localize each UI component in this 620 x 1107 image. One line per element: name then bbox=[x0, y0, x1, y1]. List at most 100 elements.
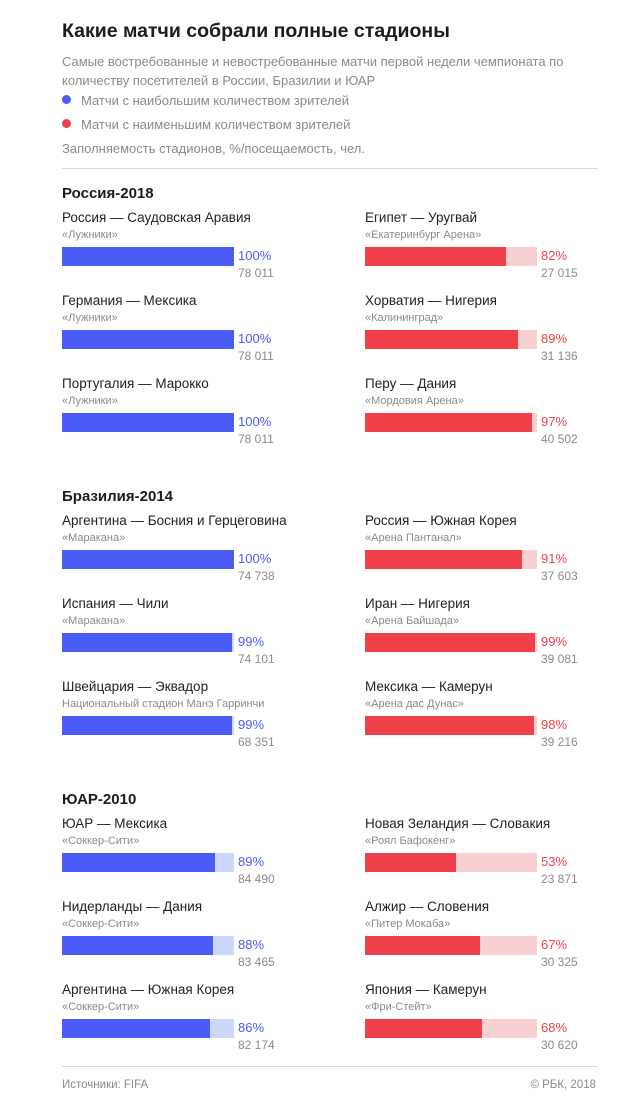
stadium-name: «Питер Мокаба» bbox=[365, 918, 451, 930]
copyright-note: © РБК, 2018 bbox=[530, 1079, 596, 1091]
stadium-name: «Маракана» bbox=[62, 615, 126, 627]
bar-fill bbox=[365, 330, 518, 349]
attendance-label: 78 011 bbox=[238, 432, 274, 446]
bar-track bbox=[365, 413, 537, 432]
match-item: Египет — Уругвай «Екатеринбург Арена» 82% 2… bbox=[365, 210, 605, 290]
stadium-name: «Маракана» bbox=[62, 532, 126, 544]
attendance-label: 84 490 bbox=[238, 872, 275, 886]
match-item: Япония — Камерун «Фри-Стейт» 68% 30 620 bbox=[365, 982, 605, 1062]
percent-label: 99% bbox=[541, 634, 568, 649]
attendance-label: 40 502 bbox=[541, 432, 578, 446]
bar-track bbox=[62, 413, 234, 432]
stadium-name: «Екатеринбург Арена» bbox=[365, 229, 482, 241]
match-name: Россия — Южная Корея bbox=[365, 513, 517, 528]
match-name: Португалия — Марокко bbox=[62, 376, 209, 391]
bar-fill bbox=[62, 330, 234, 349]
stadium-name: «Соккер-Сити» bbox=[62, 918, 140, 930]
attendance-label: 23 871 bbox=[541, 872, 578, 886]
stadium-name: «Роял Бафокенг» bbox=[365, 835, 456, 847]
bar-fill bbox=[62, 1019, 210, 1038]
match-name: Перу — Дания bbox=[365, 376, 457, 391]
bar-track bbox=[62, 853, 234, 872]
chart-title: Какие матчи собрали полные стадионы bbox=[62, 20, 450, 42]
bar-fill bbox=[365, 1019, 482, 1038]
attendance-label: 39 081 bbox=[541, 652, 578, 666]
match-item: Алжир — Словения «Питер Мокаба» 67% 30 325 bbox=[365, 899, 605, 979]
match-name: Япония — Камерун bbox=[365, 982, 487, 997]
attendance-label: 74 738 bbox=[238, 569, 275, 583]
legend-dot-red-icon bbox=[62, 119, 71, 128]
match-name: Испания — Чили bbox=[62, 596, 169, 611]
stadium-name: «Лужники» bbox=[62, 395, 118, 407]
stadium-name: Национальный стадион Манэ Гарринчи bbox=[62, 698, 265, 710]
stadium-name: «Лужники» bbox=[62, 312, 118, 324]
match-item: Швейцария — Эквадор Национальный стадион … bbox=[62, 679, 302, 759]
attendance-label: 30 620 bbox=[541, 1038, 578, 1052]
bar-fill bbox=[365, 936, 480, 955]
match-item: Аргентина — Южная Корея «Соккер-Сити» 86% 8… bbox=[62, 982, 302, 1062]
bar-track bbox=[62, 633, 234, 652]
bar-fill bbox=[365, 853, 456, 872]
attendance-label: 27 015 bbox=[541, 266, 578, 280]
bar-fill bbox=[62, 247, 234, 266]
percent-label: 99% bbox=[238, 717, 265, 732]
match-item: Иран — Нигерия «Арена Байшада» 99% 39 081 bbox=[365, 596, 605, 676]
match-item: Аргентина — Босния и Герцеговина «Маракан… bbox=[62, 513, 302, 593]
match-name: Хорватия — Нигерия bbox=[365, 293, 497, 308]
bottom-divider bbox=[62, 1066, 598, 1067]
bar-fill bbox=[365, 413, 532, 432]
percent-label: 91% bbox=[541, 551, 568, 566]
attendance-label: 37 603 bbox=[541, 569, 578, 583]
bar-fill bbox=[365, 716, 534, 735]
stadium-name: «Арена Байшада» bbox=[365, 615, 460, 627]
attendance-label: 68 351 bbox=[238, 735, 275, 749]
legend-item-most: Матчи с наибольшим количеством зрителей bbox=[62, 93, 349, 108]
chart-subtitle: Самые востребованные и невостребованные … bbox=[62, 54, 564, 88]
bar-track bbox=[365, 247, 537, 266]
match-item: Россия — Саудовская Аравия «Лужники» 100% 7… bbox=[62, 210, 302, 290]
section-title: Россия-2018 bbox=[62, 185, 154, 202]
stadium-name: «Фри-Стейт» bbox=[365, 1001, 432, 1013]
percent-label: 97% bbox=[541, 414, 568, 429]
bar-fill bbox=[62, 853, 215, 872]
bar-track bbox=[365, 330, 537, 349]
percent-label: 89% bbox=[541, 331, 568, 346]
bar-track bbox=[62, 936, 234, 955]
bar-track bbox=[365, 550, 537, 569]
percent-label: 98% bbox=[541, 717, 568, 732]
attendance-label: 31 136 bbox=[541, 349, 578, 363]
match-item: Мексика — Камерун «Арена дас Дунас» 98% 39 … bbox=[365, 679, 605, 759]
match-name: Иран — Нигерия bbox=[365, 596, 470, 611]
bar-track bbox=[365, 1019, 537, 1038]
unit-note: Заполняемость стадионов, %/посещаемость,… bbox=[62, 141, 365, 156]
bar-fill bbox=[365, 550, 522, 569]
legend-label-least: Матчи с наименьшим количеством зрителей bbox=[81, 117, 351, 132]
match-name: Египет — Уругвай bbox=[365, 210, 478, 225]
legend-item-least: Матчи с наименьшим количеством зрителей bbox=[62, 117, 350, 132]
legend-dot-blue-icon bbox=[62, 95, 71, 104]
bar-fill bbox=[62, 633, 232, 652]
percent-label: 100% bbox=[238, 551, 272, 566]
attendance-label: 74 101 bbox=[238, 652, 275, 666]
bar-track bbox=[365, 853, 537, 872]
stadium-name: «Соккер-Сити» bbox=[62, 1001, 140, 1013]
match-name: Россия — Саудовская Аравия bbox=[62, 210, 251, 225]
match-name: Новая Зеландия — Словакия bbox=[365, 816, 551, 831]
match-item: Новая Зеландия — Словакия «Роял Бафокенг»… bbox=[365, 816, 605, 896]
bar-track bbox=[62, 247, 234, 266]
match-name: Нидерланды — Дания bbox=[62, 899, 203, 914]
percent-label: 67% bbox=[541, 937, 568, 952]
attendance-label: 83 465 bbox=[238, 955, 275, 969]
match-item: Португалия — Марокко «Лужники» 100% 78 011 bbox=[62, 376, 302, 456]
section-title: Бразилия-2014 bbox=[62, 488, 174, 505]
bar-fill bbox=[365, 247, 506, 266]
percent-label: 68% bbox=[541, 1020, 568, 1035]
bar-track bbox=[62, 716, 234, 735]
stadium-name: «Арена Пантанал» bbox=[365, 532, 462, 544]
legend-label-most: Матчи с наибольшим количеством зрителей bbox=[81, 93, 350, 108]
stadium-name: «Арена дас Дунас» bbox=[365, 698, 465, 710]
percent-label: 89% bbox=[238, 854, 265, 869]
stadium-name: «Мордовия Арена» bbox=[365, 395, 464, 407]
percent-label: 100% bbox=[238, 414, 272, 429]
bar-track bbox=[62, 1019, 234, 1038]
